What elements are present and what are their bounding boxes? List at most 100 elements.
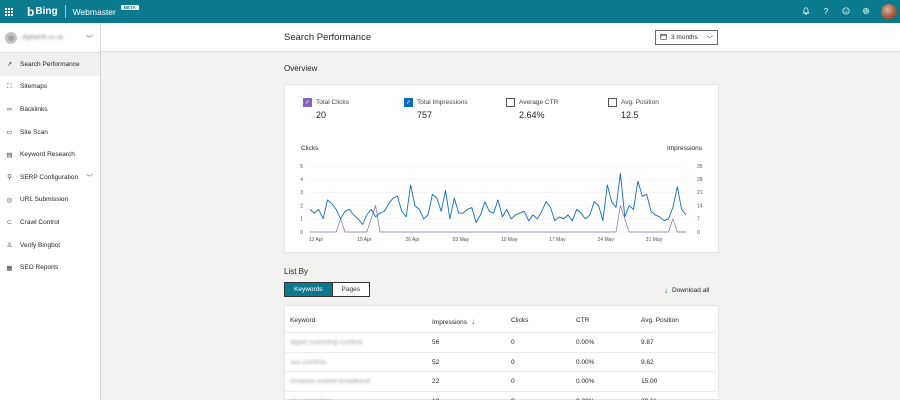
sidebar-item-serp-configuration[interactable]: ⚲ SERP Configuration ﹀ (0, 166, 100, 189)
smiley-icon[interactable] (836, 6, 856, 17)
x-tick-label: 31 May (646, 237, 663, 243)
top-bar: b Bing Webmaster BETA ? (0, 0, 900, 23)
bot-icon: ♙ (6, 242, 13, 250)
avg-position-checkbox[interactable] (608, 98, 617, 107)
date-range-dropdown[interactable]: 3 months ﹀ (655, 30, 718, 45)
product-name: Webmaster (72, 6, 116, 17)
x-tick-label: 12 Apr (309, 237, 324, 243)
document-icon: ▤ (6, 151, 13, 159)
column-header-avg-position[interactable]: Avg. Position (641, 317, 679, 324)
sidebar-item-keyword-research[interactable]: ▤ Keyword Research (0, 143, 100, 166)
sidebar-item-search-performance[interactable]: ↗ Search Performance (0, 53, 100, 76)
ctr-cell: 0.00% (576, 378, 595, 385)
tab-pages[interactable]: Pages (331, 283, 369, 296)
column-header-impressions[interactable]: Impressions ↓ (432, 317, 475, 326)
sidebar-item-backlinks[interactable]: ∞ Backlinks (0, 98, 100, 121)
report-icon: ▦ (6, 264, 13, 272)
trend-icon: ↗ (6, 61, 13, 69)
ctr-cell: 0.00% (576, 398, 594, 400)
average-ctr-checkbox[interactable] (506, 98, 515, 107)
x-tick-label: 26 Apr (405, 237, 420, 243)
sidebar-item-label: Keyword Research (20, 151, 75, 159)
table-row[interactable]: seo consultant 18 0 0.00% 29.11 (285, 390, 716, 400)
keywords-table: Keyword Impressions ↓ Clicks CTR Avg. Pos… (284, 305, 719, 400)
bell-icon[interactable] (796, 6, 816, 17)
list-by-title: List By (284, 267, 309, 276)
bing-logo[interactable]: b Bing (27, 5, 58, 19)
link-icon: ∞ (7, 105, 12, 113)
app-launcher-icon[interactable] (5, 7, 13, 16)
left-tick-label: 1 (300, 217, 303, 223)
keyword-cell[interactable]: digital marketing cumbria (290, 339, 363, 346)
left-tick-label: 3 (300, 190, 303, 196)
metric-value: 2.64% (519, 110, 545, 120)
user-avatar[interactable] (881, 3, 897, 20)
metric-header: Avg. Position (608, 98, 659, 107)
right-tick-label: 14 (697, 203, 703, 209)
download-icon: ↓ (664, 286, 668, 295)
performance-chart[interactable]: 5 35 4 28 3 21 2 14 1 7 0 0 12 Apr 19 Apr 26 Apr 03 May… (285, 85, 720, 254)
keyword-cell[interactable]: seo consultant (290, 398, 332, 400)
gear-icon[interactable] (856, 7, 876, 17)
metric-average-ctr: Average CTR 2.64% (506, 98, 558, 120)
column-header-ctr[interactable]: CTR (576, 317, 590, 324)
table-row[interactable]: seo cumbria 52 0 0.00% 9.62 (285, 351, 716, 372)
metric-total-clicks: ✓ Total Clicks 20 (303, 98, 349, 120)
sidebar-item-crawl-control[interactable]: ⊂ Crawl Control (0, 211, 100, 234)
right-tick-label: 28 (697, 177, 703, 183)
sidebar-item-site-scan[interactable]: ▭ Site Scan (0, 121, 100, 144)
position-cell: 9.62 (641, 358, 654, 366)
left-tick-label: 2 (300, 203, 303, 209)
x-tick-label: 19 Apr (357, 237, 372, 243)
ctr-cell: 0.00% (576, 358, 595, 366)
chevron-down-icon[interactable]: ﹀ (86, 36, 93, 43)
metric-header: ✓ Total Impressions (404, 98, 468, 107)
keyword-cell[interactable]: seo cumbria (290, 358, 326, 366)
table-row[interactable]: compare market broadband 22 0 0.00% 15.00 (285, 371, 716, 391)
position-cell: 29.11 (641, 398, 657, 400)
help-icon[interactable]: ? (823, 7, 829, 16)
download-all-button[interactable]: ↓ Download all (664, 286, 709, 295)
site-globe-icon: ◍ (5, 31, 17, 44)
topbar-divider (64, 5, 66, 18)
site-selector[interactable]: ◍ digitalrift.co.uk ﹀ (0, 23, 100, 53)
date-range-value: 3 months (671, 34, 698, 41)
sidebar-item-label: Site Scan (20, 128, 48, 136)
right-axis-title: Impressions (666, 145, 702, 152)
sidebar-item-seo-reports[interactable]: ▦ SEO Reports (0, 256, 100, 279)
sidebar-item-label: Backlinks (20, 105, 48, 113)
metric-header: ✓ Total Clicks (303, 98, 349, 107)
sidebar-item-label: URL Submission (20, 196, 69, 204)
sidebar-item-verify-bingbot[interactable]: ♙ Verify Bingbot (0, 234, 100, 257)
position-cell: 9.87 (641, 339, 654, 346)
metric-label: Average CTR (519, 99, 559, 106)
overview-title: Overview (284, 64, 318, 73)
x-tick-label: 03 May (453, 237, 470, 243)
sitemap-icon: ⛶ (7, 82, 12, 90)
left-tick-label: 4 (300, 177, 303, 183)
sidebar-item-url-submission[interactable]: ◎ URL Submission (0, 189, 100, 212)
impressions-cell: 22 (432, 378, 440, 385)
metric-label: Total Impressions (417, 99, 468, 106)
tab-keywords[interactable]: Keywords (285, 283, 332, 296)
calendar-icon (660, 33, 667, 42)
total-clicks-checkbox[interactable]: ✓ (303, 98, 312, 107)
column-header-keyword[interactable]: Keyword (290, 317, 316, 324)
page-title: Search Performance (284, 32, 372, 43)
scan-icon: ▭ (6, 129, 13, 137)
column-header-clicks[interactable]: Clicks (511, 317, 529, 324)
left-axis-title: Clicks (301, 145, 319, 152)
table-row[interactable]: digital marketing cumbria 56 0 0.00% 9.87 (285, 332, 716, 352)
sidebar-item-sitemaps[interactable]: ⛶ Sitemaps (0, 76, 100, 99)
keyword-cell[interactable]: compare market broadband (290, 378, 370, 385)
impressions-cell: 18 (432, 398, 439, 400)
crawl-icon: ⊂ (6, 219, 13, 227)
globe-icon: ◎ (6, 196, 13, 204)
x-tick-label: 10 May (501, 237, 518, 243)
metric-value: 757 (417, 110, 433, 120)
total-impressions-checkbox[interactable]: ✓ (404, 98, 413, 107)
x-tick-label: 17 May (549, 237, 566, 243)
chevron-down-icon[interactable]: ﹀ (86, 174, 93, 182)
metric-avg-position: Avg. Position 12.5 (608, 98, 659, 120)
metric-header: Average CTR (506, 98, 558, 107)
